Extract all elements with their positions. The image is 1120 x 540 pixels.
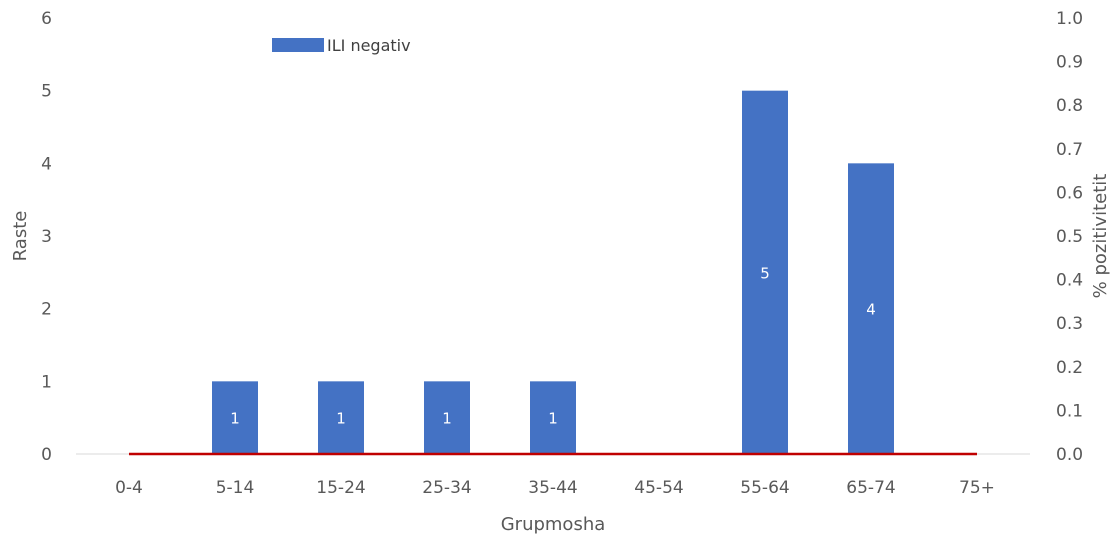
x-tick-label: 15-24 — [316, 478, 365, 498]
y-axis-right: 0.0 0.1 0.2 0.3 0.4 0.5 0.6 0.7 0.8 0.9 1.0 — [1056, 9, 1083, 465]
x-tick-label: 25-34 — [422, 478, 471, 498]
y2-tick-label: 1.0 — [1056, 9, 1083, 29]
y-tick-label: 1 — [41, 372, 52, 392]
x-axis-title: Grupmosha — [501, 514, 606, 535]
y2-tick-label: 0.1 — [1056, 401, 1083, 421]
x-axis: 0-4 5-14 15-24 25-34 35-44 45-54 55-64 65-74 75+ — [115, 478, 995, 498]
y2-tick-label: 0.0 — [1056, 445, 1083, 465]
y2-tick-label: 0.5 — [1056, 227, 1083, 247]
bar-data-label: 1 — [230, 410, 240, 428]
y-axis-left: 0 1 2 3 4 5 6 — [41, 9, 52, 465]
y-tick-label: 3 — [41, 227, 52, 247]
y2-tick-label: 0.6 — [1056, 183, 1083, 203]
x-tick-label: 45-54 — [634, 478, 683, 498]
y2-tick-label: 0.7 — [1056, 140, 1083, 160]
y-tick-label: 5 — [41, 82, 52, 102]
y-tick-label: 2 — [41, 300, 52, 320]
y2-tick-label: 0.9 — [1056, 53, 1083, 73]
legend-swatch — [272, 38, 324, 52]
y2-tick-label: 0.4 — [1056, 271, 1083, 291]
bar — [742, 90, 788, 455]
x-tick-label: 65-74 — [846, 478, 895, 498]
y2-tick-label: 0.2 — [1056, 358, 1083, 378]
bar-data-label: 4 — [866, 301, 876, 319]
bar-data-label: 1 — [548, 410, 558, 428]
bar — [530, 381, 576, 454]
x-tick-label: 5-14 — [216, 478, 255, 498]
x-tick-label: 75+ — [959, 478, 995, 498]
bar — [848, 163, 894, 455]
legend: ILI negativ — [272, 36, 411, 55]
bar — [212, 381, 258, 454]
bar-series — [212, 90, 894, 455]
x-tick-label: 55-64 — [740, 478, 789, 498]
bar-data-label: 1 — [336, 410, 346, 428]
bar-data-label: 5 — [760, 264, 770, 282]
legend-label: ILI negativ — [327, 36, 411, 55]
bar-data-label: 1 — [442, 410, 452, 428]
y-tick-label: 0 — [41, 445, 52, 465]
x-tick-label: 35-44 — [528, 478, 577, 498]
y-tick-label: 6 — [41, 9, 52, 29]
x-tick-label: 0-4 — [115, 478, 143, 498]
y2-tick-label: 0.3 — [1056, 314, 1083, 334]
bar — [318, 381, 364, 454]
data-labels: 1 1 1 1 5 4 — [230, 264, 876, 427]
y-tick-label: 4 — [41, 154, 52, 174]
bar — [424, 381, 470, 454]
y2-tick-label: 0.8 — [1056, 96, 1083, 116]
y2-axis-title: % pozitivitetit — [1090, 174, 1111, 299]
y-axis-title: Raste — [10, 211, 31, 262]
